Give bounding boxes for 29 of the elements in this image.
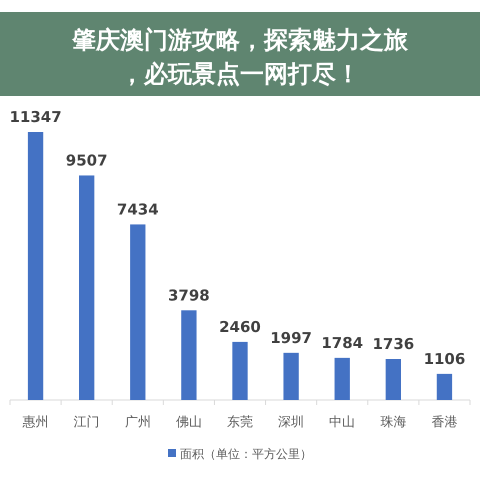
bar (436, 374, 452, 400)
data-label: 2460 (219, 318, 261, 336)
bar (232, 342, 248, 400)
bar (334, 358, 350, 400)
data-label: 1736 (372, 335, 414, 353)
legend-label: 面积（单位：平方公里） (180, 447, 312, 461)
data-label: 7434 (116, 200, 159, 218)
data-label: 3798 (168, 286, 210, 304)
chart-title: 肇庆澳门游攻略，探索魅力之旅，必玩景点一网打尽！ (71, 26, 409, 88)
bar (130, 224, 146, 400)
x-tick-label: 香港 (431, 415, 458, 430)
bar (28, 132, 44, 400)
data-label: 11347 (9, 108, 62, 126)
data-label: 9507 (66, 151, 108, 170)
bar (283, 352, 299, 400)
data-label: 1997 (270, 328, 312, 347)
x-tick-label: 江门 (74, 414, 100, 430)
bar (79, 175, 94, 400)
data-label: 1784 (321, 334, 364, 352)
x-tick-label: 深圳 (278, 415, 304, 430)
x-tick-label: 惠州 (22, 415, 49, 430)
x-tick-label: 广州 (124, 415, 151, 430)
x-tick-label: 东莞 (227, 415, 253, 430)
data-label: 1106 (424, 350, 466, 368)
bar (386, 359, 401, 400)
x-tick-label: 中山 (329, 415, 356, 430)
x-tick-label: 佛山 (176, 415, 202, 430)
x-tick-label: 珠海 (380, 415, 406, 430)
bar (181, 310, 197, 400)
